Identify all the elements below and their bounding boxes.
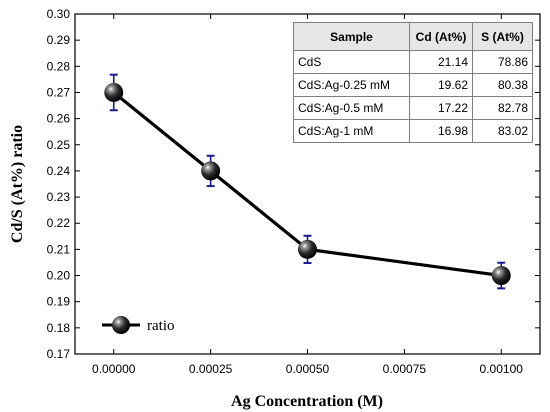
y-tick-label: 0.24 (47, 164, 71, 178)
table-cell-cd: 17.22 (409, 96, 473, 120)
legend: ratio (102, 316, 175, 334)
y-tick-label: 0.17 (47, 347, 71, 361)
y-tick-label: 0.18 (47, 321, 71, 335)
x-tick-label: 0.00100 (480, 362, 524, 376)
y-tick-label: 0.26 (47, 112, 71, 126)
table-row: CdS:Ag-1 mM 16.98 83.02 (293, 119, 533, 143)
table-cell-s: 82.78 (472, 96, 533, 120)
data-point (298, 239, 317, 259)
table-cell-sample: CdS:Ag-1 mM (293, 119, 410, 143)
x-tick-label: 0.00050 (286, 362, 330, 376)
table-cell-s: 78.86 (472, 50, 533, 74)
x-tick-label: 0.00025 (189, 362, 233, 376)
legend-label: ratio (147, 318, 175, 334)
series-line (112, 91, 502, 278)
table-row: CdS:Ag-0.5 mM 17.22 82.78 (293, 96, 533, 120)
y-tick-label: 0.27 (47, 85, 71, 99)
y-axis-ticks: 0.17 0.18 0.19 0.20 0.21 0.22 0.23 0.24 0.25 0.26… (47, 7, 540, 361)
x-axis-ticks: 0.00000 0.00025 0.00050 0.00075 0.00100 (92, 14, 523, 376)
table-cell-sample: CdS:Ag-0.25 mM (293, 73, 410, 97)
table-cell-cd: 21.14 (409, 50, 473, 74)
table-row: CdS:Ag-0.25 mM 19.62 80.38 (293, 73, 533, 97)
legend-marker (112, 316, 130, 334)
y-tick-label: 0.23 (47, 190, 71, 204)
x-tick-label: 0.00075 (383, 362, 427, 376)
inset-table: Sample Cd (At%) S (At%) CdS 21.14 78.86 … (293, 22, 533, 143)
table-header-s: S (At%) (472, 22, 533, 51)
table-cell-s: 83.02 (472, 119, 533, 143)
table-cell-cd: 19.62 (409, 73, 473, 97)
y-tick-label: 0.19 (47, 295, 71, 309)
y-tick-label: 0.28 (47, 59, 71, 73)
table-header-sample: Sample (293, 22, 410, 51)
y-tick-label: 0.30 (47, 7, 71, 21)
series-layer (104, 73, 511, 290)
x-tick-label: 0.00000 (92, 362, 136, 376)
y-tick-label: 0.25 (47, 138, 71, 152)
y-tick-label: 0.29 (47, 33, 71, 47)
table-header-cd: Cd (At%) (409, 22, 473, 51)
table-cell-s: 80.38 (472, 73, 533, 97)
y-tick-label: 0.21 (47, 242, 71, 256)
table-cell-sample: CdS (293, 50, 410, 74)
y-axis-title: Cd/S (At%) ratio (9, 125, 26, 243)
table-cell-sample: CdS:Ag-0.5 mM (293, 96, 410, 120)
y-tick-label: 0.20 (47, 269, 71, 283)
table-header-row: Sample Cd (At%) S (At%) (293, 22, 533, 51)
table-cell-cd: 16.98 (409, 119, 473, 143)
data-point (104, 82, 124, 102)
x-axis-title: Ag Concentration (M) (231, 393, 383, 410)
table-row: CdS 21.14 78.86 (293, 50, 533, 74)
data-point (491, 266, 511, 286)
y-tick-label: 0.22 (47, 216, 71, 230)
data-point (201, 161, 221, 181)
